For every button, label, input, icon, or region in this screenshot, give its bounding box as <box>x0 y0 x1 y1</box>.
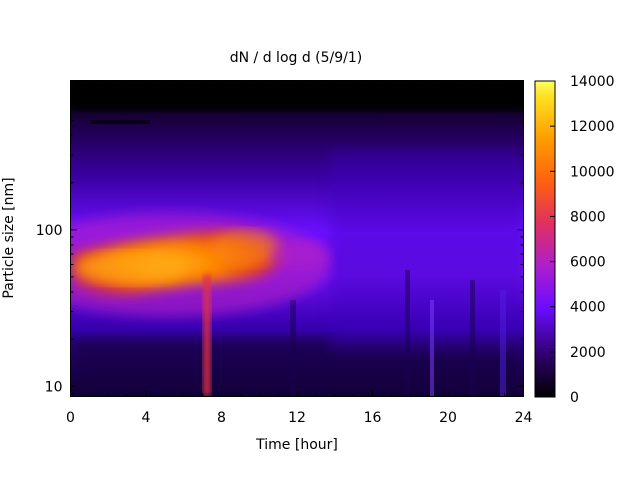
x-tick-label: 0 <box>66 410 75 426</box>
heatmap-plot-area <box>71 81 524 396</box>
band-core-right <box>210 230 280 266</box>
x-tick-label: 4 <box>142 410 151 426</box>
colorbar-tick-label: 8000 <box>570 209 606 225</box>
band-core <box>75 252 185 284</box>
y-tick-label: 10 <box>45 379 63 395</box>
y-axis-ticks: 10 100 <box>36 88 524 395</box>
x-tick-label: 24 <box>515 410 533 426</box>
heatmap-afternoon-region <box>330 150 524 350</box>
colorbar <box>534 80 556 398</box>
colorbar-tick-label: 12000 <box>570 119 615 135</box>
y-tick-label: 100 <box>36 223 63 239</box>
colorbar-tick-label: 10000 <box>570 164 615 180</box>
colorbar-tick-label: 6000 <box>570 255 606 271</box>
colorbar-tick-label: 14000 <box>570 74 615 90</box>
x-axis-ticks: 0 4 8 12 16 20 24 <box>66 80 533 426</box>
colorbar-tick-label: 2000 <box>570 345 606 361</box>
x-tick-label: 20 <box>439 410 457 426</box>
chart-title: dN / d log d (5/9/1) <box>230 50 363 66</box>
colorbar-ticks: 0 2000 4000 6000 8000 10000 12000 14000 <box>550 74 615 406</box>
y-axis-label: Particle size [nm] <box>1 177 17 298</box>
colorbar-tick-label: 4000 <box>570 300 606 316</box>
x-tick-label: 12 <box>288 410 306 426</box>
heatmap-streaks <box>290 270 506 396</box>
x-tick-label: 8 <box>217 410 226 426</box>
band-tail <box>270 240 330 268</box>
heatmap-top-noise <box>71 88 524 124</box>
x-tick-label: 16 <box>364 410 382 426</box>
colorbar-tick-label: 0 <box>570 390 579 406</box>
x-axis-label: Time [hour] <box>255 437 338 453</box>
dip-streak <box>203 275 211 396</box>
